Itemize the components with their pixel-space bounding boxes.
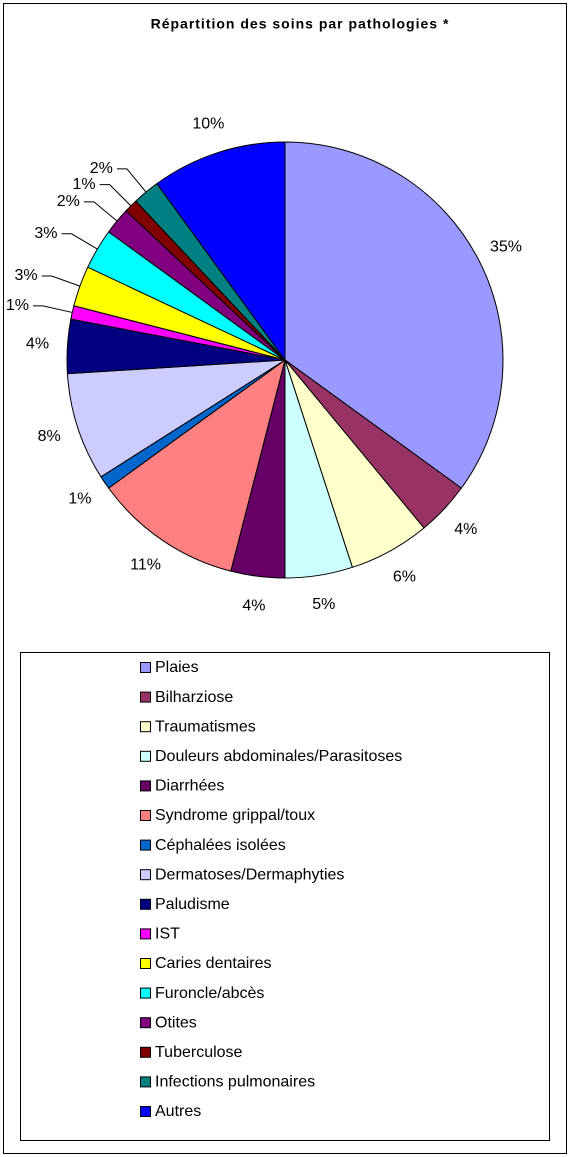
data-label: 3% [34,225,57,242]
legend-swatch [140,691,151,703]
chart-border [3,3,567,1154]
legend-box [20,652,550,1141]
legend-label: Douleurs abdominales/Parasitoses [155,748,402,765]
legend-label: Bilharziose [155,689,233,706]
legend-label: Diarrhées [155,778,224,795]
legend-swatch [140,958,151,969]
data-label: 3% [15,267,38,284]
legend-label: IST [155,926,180,943]
leader-line [83,201,118,222]
legend-label: Autres [155,1103,201,1120]
data-label: 11% [130,556,161,573]
legend-label: Paludisme [155,896,230,913]
data-label: 4% [242,597,265,614]
data-label: 6% [393,569,416,586]
legend-swatch [140,869,151,881]
legend-label: Infections pulmonaires [155,1074,315,1091]
pie-slice [66,359,286,478]
legend-label: Caries dentaires [155,955,272,972]
data-label: 2% [90,160,113,177]
data-label: 1% [73,176,96,193]
legend-swatch [140,1076,151,1088]
data-label: 35% [490,239,522,256]
legend-label: Tuberculose [155,1044,243,1061]
legend-label: Syndrome grippal/toux [155,807,315,824]
legend-swatch [140,1017,151,1029]
legend-label: Traumatismes [155,718,256,735]
data-label: 5% [312,596,335,613]
legend-swatch [140,721,151,733]
legend-swatch [140,810,151,821]
data-label: 10% [192,115,224,132]
legend-label: Dermatoses/Dermaphyties [155,866,344,883]
legend-swatch [140,928,151,940]
data-label: 4% [26,336,49,353]
legend-swatch [140,1106,151,1117]
data-label: 1% [6,297,29,314]
leader-line [32,305,73,313]
legend-label: Otites [155,1014,197,1031]
legend-label: Furoncle/abcès [155,985,264,1002]
legend-swatch [140,839,151,851]
legend-label: Plaies [155,659,199,676]
leader-line [41,275,81,287]
legend-label: Céphalées isolées [155,837,286,854]
data-label: 1% [68,491,91,508]
legend-swatch [140,750,151,762]
data-label: 4% [454,521,477,538]
pie-slice [156,141,286,362]
legend-swatch [140,1046,151,1058]
leader-line [116,168,147,193]
leader-line [61,233,98,250]
legend-swatch [140,780,151,792]
data-label: 8% [38,428,61,445]
chart-title: Répartition des soins par pathologies * [151,16,450,32]
legend-swatch [140,898,151,910]
pie-slice [107,358,286,572]
legend-swatch [140,987,151,999]
leader-line [99,184,132,207]
legend-swatch [140,662,151,673]
data-label: 2% [57,193,80,210]
pie-slice [284,141,504,489]
